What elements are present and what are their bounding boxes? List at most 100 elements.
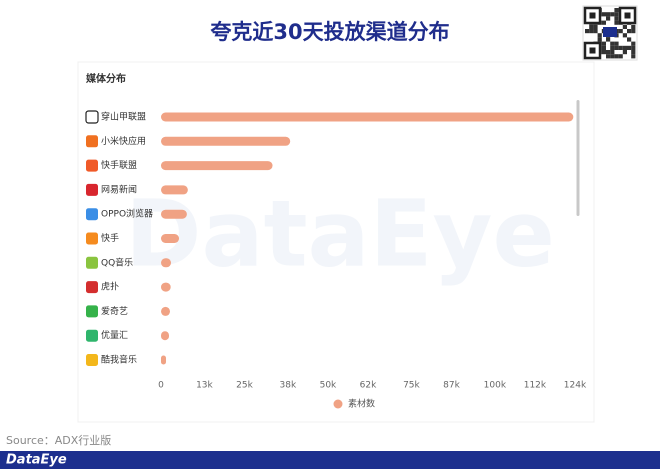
x-tick-label: 50k: [320, 381, 337, 391]
qr-cell: [631, 29, 636, 34]
category-label: 穿山甲联盟: [101, 111, 146, 123]
brand: DataEye: [6, 453, 67, 468]
qr-cell: [589, 29, 594, 34]
qr-cell: [601, 45, 606, 50]
x-tick-label: 75k: [403, 381, 420, 391]
bar: [161, 185, 188, 195]
qr-cell: [606, 54, 611, 59]
section-title: 媒体分布: [85, 72, 126, 85]
bar: [161, 209, 187, 219]
chart-frame: [77, 61, 595, 423]
qr-cell: [606, 50, 611, 55]
footer-bar: [0, 451, 660, 469]
qr-cell: [585, 29, 590, 34]
x-tick-label: 100k: [484, 381, 507, 391]
qr-cell: [631, 41, 636, 46]
qr-cell: [614, 8, 619, 13]
x-tick-label: 38k: [280, 381, 297, 391]
scrollbar: [576, 100, 580, 216]
qr-cell: [622, 50, 627, 55]
category-icon: [85, 110, 99, 124]
qr-logo: [603, 27, 617, 37]
qr-cell: [610, 12, 615, 17]
x-tick-label: 0: [158, 381, 164, 391]
qr-cell: [614, 12, 619, 17]
x-tick-label: 124k: [564, 381, 587, 391]
x-tick-label: 112k: [524, 381, 547, 391]
qr-cell: [614, 54, 619, 59]
qr-cell: [614, 41, 619, 46]
bar: [161, 282, 171, 292]
category-icon: [86, 354, 98, 366]
category-label: OPPO浏览器: [101, 208, 153, 220]
legend-label: 素材数: [348, 398, 375, 410]
category-icon: [86, 256, 98, 269]
qr-cell: [627, 45, 632, 50]
category-label: 酷我音乐: [101, 354, 137, 366]
x-tick-label: 62k: [360, 381, 377, 391]
qr-cell: [622, 45, 627, 50]
qr-cell: [593, 24, 598, 29]
qr-cell: [614, 45, 619, 50]
qr-cell: [610, 45, 615, 50]
qr-cell: [614, 20, 619, 25]
category-icon: [86, 159, 98, 172]
category-icon: [86, 305, 98, 318]
qr-cell: [606, 12, 611, 17]
qr-finder-dot: [624, 12, 631, 19]
legend-marker: [333, 399, 343, 409]
bar: [161, 136, 291, 146]
bar: [161, 306, 171, 316]
title: 夸克近30天投放渠道分布: [210, 20, 449, 44]
qr-finder-dot: [589, 12, 596, 19]
qr-finder-dot: [589, 47, 596, 54]
category-icon: [86, 208, 98, 221]
qr-cell: [597, 33, 602, 38]
category-label: 小米快应用: [101, 135, 146, 147]
x-tick-label: 13k: [196, 381, 213, 391]
qr-code: [582, 5, 638, 61]
category-label: QQ音乐: [101, 256, 133, 268]
category-icon: [86, 281, 98, 294]
category-label: 网易新闻: [101, 183, 137, 195]
bar: [161, 234, 180, 243]
qr-cell: [610, 54, 615, 59]
watermark: DataEye: [125, 180, 555, 287]
category-icon: [86, 183, 98, 196]
category-icon: [86, 135, 98, 148]
qr-cell: [606, 37, 611, 42]
bar: [161, 355, 167, 365]
category-label: 快手联盟: [101, 159, 137, 171]
qr-cell: [593, 29, 598, 34]
bar: [161, 331, 170, 341]
source: Source：ADX行业版: [6, 433, 111, 447]
qr-cell: [597, 37, 602, 42]
bar: [161, 258, 172, 268]
category-icon: [86, 232, 98, 245]
x-tick-label: 87k: [443, 381, 460, 391]
qr-cell: [627, 37, 632, 42]
qr-cell: [610, 41, 615, 46]
qr-cell: [610, 50, 615, 55]
qr-cell: [618, 45, 623, 50]
qr-cell: [618, 29, 623, 34]
qr-cell: [601, 20, 606, 25]
x-tick-label: 25k: [236, 381, 253, 391]
bar: [161, 161, 273, 171]
qr-cell: [631, 50, 636, 55]
category-label: 快手: [101, 232, 119, 244]
category-label: 优量汇: [101, 329, 128, 341]
qr-cell: [622, 33, 627, 38]
qr-cell: [589, 24, 594, 29]
qr-cell: [606, 16, 611, 21]
qr-cell: [601, 41, 606, 46]
qr-cell: [631, 45, 636, 50]
bar: [161, 112, 574, 122]
qr-cell: [622, 24, 627, 29]
qr-cell: [601, 50, 606, 55]
qr-cell: [631, 54, 636, 59]
qr-cell: [614, 16, 619, 21]
qr-cell: [627, 29, 632, 34]
